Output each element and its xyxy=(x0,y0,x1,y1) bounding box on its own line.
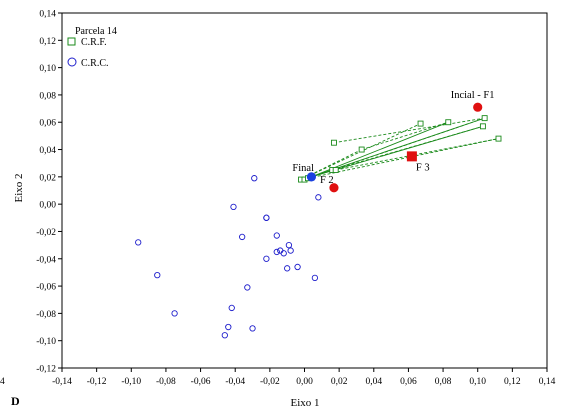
x-tick-label: 0,04 xyxy=(365,377,382,387)
x-tick-label: -0,10 xyxy=(121,377,141,387)
y-tick-label: -0,10 xyxy=(36,337,56,347)
y-tick-label: 0,12 xyxy=(39,37,56,47)
trajectory-line-dashed xyxy=(332,125,484,171)
crc-point xyxy=(263,214,270,221)
y-tick-label: -0,06 xyxy=(36,283,56,293)
centroid-label: Final xyxy=(292,163,314,174)
crf-point xyxy=(479,123,486,130)
crf-point xyxy=(330,139,337,146)
crc-point xyxy=(285,241,293,249)
crc-point xyxy=(277,247,284,254)
x-tick-label: 0,10 xyxy=(469,377,486,387)
x-tick-label: 0,00 xyxy=(296,377,313,387)
plot-frame xyxy=(61,12,548,369)
crc-point xyxy=(287,247,294,254)
x-tick-label: -0,12 xyxy=(87,377,107,387)
x-tick-label: -0,04 xyxy=(225,377,245,387)
legend-circle-marker xyxy=(67,57,77,67)
crc-point xyxy=(294,263,301,271)
panel-label: D xyxy=(11,394,20,408)
crc-point xyxy=(273,248,280,256)
crc-point xyxy=(280,250,287,257)
crc-point xyxy=(244,284,251,291)
y-tick-label: -0,04 xyxy=(36,255,56,265)
crc-point xyxy=(154,272,161,279)
y-tick-label: 0,08 xyxy=(39,91,56,101)
crc-point xyxy=(228,304,235,312)
y-tick-label: 0,04 xyxy=(39,146,56,156)
crc-point xyxy=(249,325,256,332)
centroid-marker-circle xyxy=(329,183,339,193)
y-axis-label: Eixo 2 xyxy=(13,173,25,202)
y-tick-label: -0,12 xyxy=(36,365,56,375)
centroids-layer: Incial - F1 F 3 F 2 Final xyxy=(292,90,495,193)
crf-point xyxy=(417,120,424,127)
crf-point xyxy=(481,115,488,122)
y-tick-label: -0,08 xyxy=(36,310,56,320)
centroid-marker-circle xyxy=(306,172,317,182)
x-tick-label: -0,02 xyxy=(260,377,280,387)
crc-point xyxy=(135,239,142,246)
crf-point xyxy=(495,135,502,142)
points-layer xyxy=(135,115,502,339)
y-tick-label: 0,14 xyxy=(39,10,56,20)
legend: Parcela 14 C.R.F. C.R.C. xyxy=(67,26,117,69)
trajectory-line-dashed xyxy=(335,138,499,171)
left-edge-text: 4 xyxy=(0,377,5,387)
legend-square-marker xyxy=(67,37,76,46)
crc-point xyxy=(273,232,280,239)
centroid-marker-circle xyxy=(473,102,483,112)
trajectory-line-dashed xyxy=(361,121,449,150)
crf-point xyxy=(358,146,365,153)
y-tick-label: 0,06 xyxy=(39,119,56,129)
crc-point xyxy=(311,274,319,282)
x-tick-label: 0,02 xyxy=(331,377,348,387)
centroid-marker-square xyxy=(406,151,417,162)
trajectory-line-dashed xyxy=(333,117,485,144)
y-tick-label: 0,10 xyxy=(39,64,56,74)
crc-point xyxy=(284,265,291,272)
axes-layer: -0,14 -0,12 -0,10 -0,08 -0,06 -0,04 -0,02 0,00 0… xyxy=(36,10,555,388)
crc-point xyxy=(230,203,237,211)
legend-label-crf: C.R.F. xyxy=(81,37,107,48)
centroid-label: F 3 xyxy=(416,162,430,173)
crc-point xyxy=(225,323,232,331)
centroid-label: F 2 xyxy=(320,175,334,186)
centroid-label: Incial - F1 xyxy=(451,90,495,101)
x-tick-label: -0,08 xyxy=(156,377,176,387)
crc-point xyxy=(315,194,322,201)
y-tick-label: 0,02 xyxy=(39,173,56,183)
trajectory-line-dashed xyxy=(307,138,499,179)
crc-point xyxy=(221,332,228,339)
x-tick-label: 0,12 xyxy=(504,377,521,387)
y-tick-label: -0,02 xyxy=(36,228,56,238)
crf-point xyxy=(332,167,339,173)
x-tick-label: 0,08 xyxy=(435,377,452,387)
x-tick-label: -0,14 xyxy=(52,377,72,387)
crc-point xyxy=(263,255,270,262)
x-axis-label: Eixo 1 xyxy=(290,397,319,409)
crc-point xyxy=(171,310,178,317)
x-tick-label: -0,06 xyxy=(191,377,211,387)
x-tick-label: 0,14 xyxy=(539,377,556,387)
crc-point xyxy=(238,233,246,241)
x-tick-label: 0,06 xyxy=(400,377,417,387)
legend-title: Parcela 14 xyxy=(75,26,117,37)
crc-point xyxy=(251,175,258,182)
legend-label-crc: C.R.C. xyxy=(81,58,109,69)
crf-point xyxy=(445,119,452,126)
y-tick-label: 0,00 xyxy=(39,201,56,211)
